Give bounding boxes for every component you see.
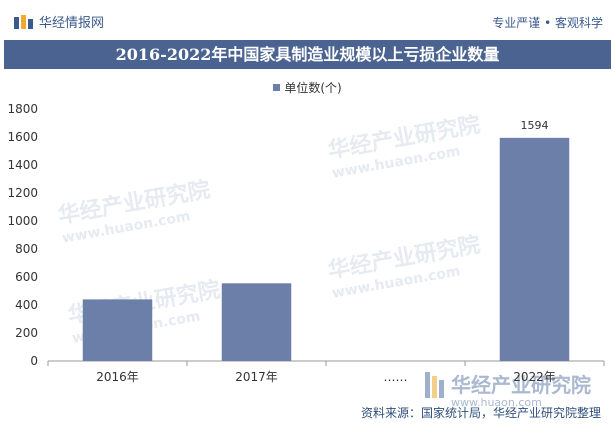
site-logo[interactable]: 华经情报网 xyxy=(14,12,104,31)
watermark-brand-large: 华经产业研究院 xyxy=(451,373,591,397)
y-tick-label: 400 xyxy=(15,298,38,312)
y-tick-label: 1200 xyxy=(7,186,38,200)
source-note: 资料来源：国家统计局，华经产业研究院整理 xyxy=(360,406,601,420)
watermark-logo-bar xyxy=(432,376,437,398)
bar xyxy=(82,299,153,361)
watermark-logo-bar xyxy=(439,380,444,398)
y-tick-label: 600 xyxy=(15,270,38,284)
watermark-url-large: www.huaon.com xyxy=(451,396,542,409)
logo-text: 华经情报网 xyxy=(39,16,105,31)
y-tick-label: 0 xyxy=(30,354,38,368)
chart-title: 2016-2022年中国家具制造业规模以上亏损企业数量 xyxy=(4,40,611,69)
y-axis: 0 200 400 600 800 1000 1200 1400 1600 1800 xyxy=(7,102,38,368)
x-tick-label: …… xyxy=(384,370,408,384)
y-tick-label: 1600 xyxy=(7,130,38,144)
legend-label: 单位数(个) xyxy=(284,81,342,95)
bar-data-label: 1594 xyxy=(521,119,549,132)
bar xyxy=(221,283,292,361)
x-tick-label: 2016年 xyxy=(96,370,139,384)
data-labels: 1594 xyxy=(521,119,549,132)
y-tick-label: 1400 xyxy=(7,158,38,172)
bar xyxy=(499,137,570,361)
tagline: 专业严谨 • 客观科学 xyxy=(492,16,603,30)
y-tick-label: 1800 xyxy=(7,102,38,116)
bar-series xyxy=(82,137,570,361)
logo-icon xyxy=(14,14,33,29)
y-tick-label: 1000 xyxy=(7,214,38,228)
x-tick-label: 2022年 xyxy=(513,370,556,384)
x-axis: 2016年 2017年 …… 2022年 xyxy=(47,360,605,384)
y-tick-label: 200 xyxy=(15,326,38,340)
chart-legend: 单位数(个) xyxy=(0,79,615,96)
watermark-logo-bar xyxy=(425,372,430,398)
legend-swatch xyxy=(273,84,281,91)
top-bar: 华经情报网 专业严谨 • 客观科学 xyxy=(0,0,615,40)
y-tick-label: 800 xyxy=(15,242,38,256)
x-tick-label: 2017年 xyxy=(235,370,278,384)
